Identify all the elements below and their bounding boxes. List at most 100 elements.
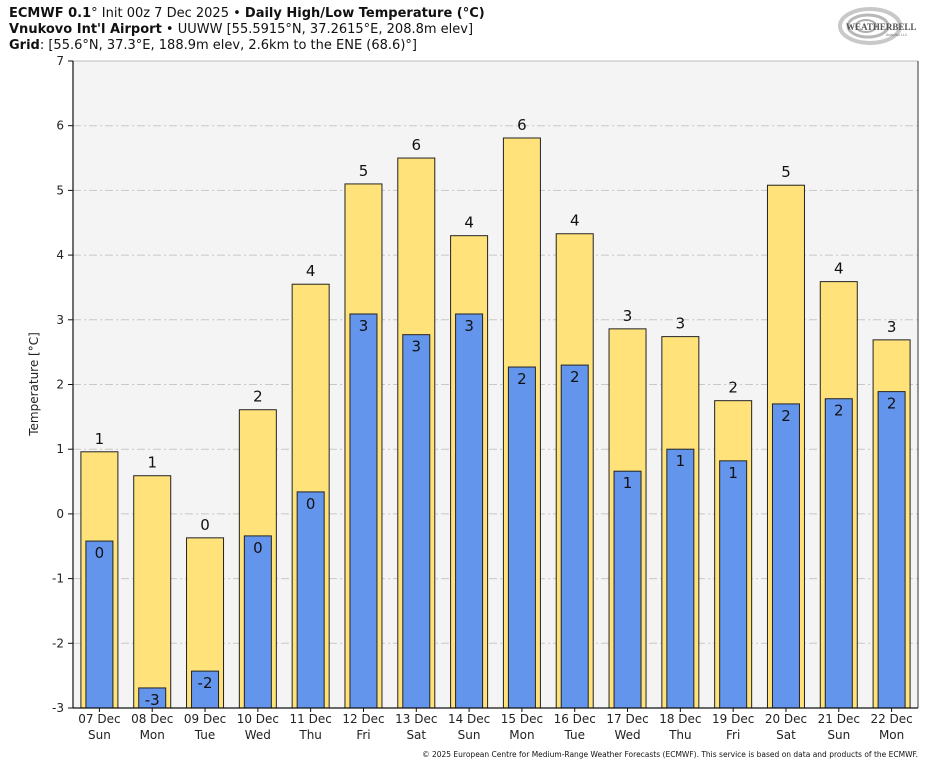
low-temp-label: 2: [781, 407, 791, 425]
station-coords: • UUWW [55.5915°N, 37.2615°E, 208.8m ele…: [161, 22, 474, 37]
low-temp-label: -3: [145, 691, 160, 709]
low-temp-label: 1: [676, 452, 686, 470]
grid-label: Grid: [9, 38, 40, 53]
grid-coords: : [55.6°N, 37.3°E, 188.9m elev, 2.6km to…: [39, 38, 417, 53]
x-tick-date: 11 Dec: [290, 712, 332, 726]
high-temp-label: 3: [887, 318, 897, 336]
low-temp-label: 3: [359, 317, 369, 335]
x-tick-date: 09 Dec: [184, 712, 226, 726]
high-temp-label: 3: [623, 307, 633, 325]
x-tick-date: 20 Dec: [765, 712, 807, 726]
y-axis-ticks: -3 -2 -1 0 1 2 3 4 5 6 7: [52, 54, 73, 715]
y-tick-label: 7: [56, 54, 64, 68]
x-tick-weekday: Mon: [879, 728, 904, 742]
x-tick-weekday: Sat: [406, 728, 426, 742]
x-tick-date: 10 Dec: [237, 712, 279, 726]
chart-title-line-1: ECMWF 0.1° Init 00z 7 Dec 2025 • Daily H…: [9, 6, 485, 22]
low-temp-bar: [666, 448, 695, 709]
high-temp-label: 4: [464, 214, 474, 232]
x-tick-date: 19 Dec: [712, 712, 754, 726]
y-tick-label: 2: [56, 378, 64, 392]
high-temp-label: 5: [359, 162, 369, 180]
weatherbell-logo: WEATHERBELL Analytics LLC: [838, 7, 916, 45]
high-temp-label: 2: [253, 388, 263, 406]
low-temp-label: 1: [728, 464, 738, 482]
logo-subtext: Analytics LLC: [886, 33, 908, 37]
low-temp-label: 3: [464, 317, 474, 335]
x-tick-weekday: Sat: [776, 728, 796, 742]
low-temp-label: 0: [306, 495, 316, 513]
copyright-footer: © 2025 European Centre for Medium-Range …: [422, 750, 918, 759]
chart-title-line-2: Vnukovo Int'l Airport • UUWW [55.5915°N,…: [9, 22, 473, 38]
y-tick-label: 3: [56, 313, 64, 327]
x-tick-weekday: Fri: [356, 728, 370, 742]
x-tick-weekday: Fri: [726, 728, 740, 742]
x-tick-date: 22 Dec: [870, 712, 912, 726]
low-temp-bar: [824, 398, 853, 709]
y-tick-label: -1: [52, 572, 64, 586]
low-temp-bar: [877, 391, 906, 709]
x-tick-date: 15 Dec: [501, 712, 543, 726]
low-temp-bar: [296, 491, 325, 709]
high-temp-label: 3: [676, 315, 686, 333]
model-name: ECMWF 0.1: [9, 6, 92, 21]
y-tick-label: 0: [56, 507, 64, 521]
high-temp-bar: [133, 475, 172, 709]
product-title: Daily High/Low Temperature (°C): [244, 6, 485, 21]
x-tick-date: 13 Dec: [395, 712, 437, 726]
x-tick-weekday: Sun: [458, 728, 481, 742]
high-temp-label: 1: [95, 430, 105, 448]
low-temp-bar: [85, 540, 114, 709]
low-temp-label: 0: [253, 539, 263, 557]
low-temp-bar: [402, 334, 431, 709]
high-temp-label: 2: [728, 379, 738, 397]
low-temp-label: -2: [198, 674, 213, 692]
high-temp-label: 0: [200, 516, 210, 534]
x-tick-weekday: Tue: [194, 728, 216, 742]
x-tick-weekday: Tue: [563, 728, 585, 742]
x-tick-weekday: Mon: [140, 728, 165, 742]
low-temp-bar: [771, 403, 800, 709]
low-temp-bar: [613, 470, 642, 709]
y-axis-label: Temperature [°C]: [27, 332, 41, 437]
bar-labels: 1 0 1 -3 0 -2 2 0 4 0 5 3 6 3 4 3 6 2 4 2 3 1 3 1 2 1 5 2 4 2 3 2: [95, 116, 897, 709]
low-temp-bar: [507, 366, 536, 709]
low-temp-bar: [191, 670, 220, 709]
low-temp-label: 2: [834, 402, 844, 420]
degree-symbol: °: [91, 6, 98, 21]
y-tick-label: -2: [52, 636, 64, 650]
high-temp-label: 6: [412, 136, 422, 154]
x-tick-weekday: Wed: [614, 728, 640, 742]
chart-title-line-3: Grid: [55.6°N, 37.3°E, 188.9m elev, 2.6k…: [9, 38, 417, 54]
high-temp-label: 5: [781, 163, 791, 181]
high-temp-label: 1: [147, 454, 157, 472]
y-tick-label: 6: [56, 119, 64, 133]
x-tick-weekday: Wed: [245, 728, 271, 742]
low-temp-label: 0: [95, 544, 105, 562]
low-temp-label: 2: [570, 368, 580, 386]
x-tick-date: 16 Dec: [554, 712, 596, 726]
x-tick-weekday: Mon: [509, 728, 534, 742]
low-temp-label: 2: [517, 370, 527, 388]
low-temp-bar: [455, 313, 484, 709]
x-tick-date: 21 Dec: [818, 712, 860, 726]
bars: [80, 137, 911, 709]
high-temp-label: 4: [570, 212, 580, 230]
high-temp-label: 6: [517, 116, 527, 134]
low-temp-label: 2: [887, 395, 897, 413]
low-temp-bar: [719, 460, 748, 709]
x-tick-date: 18 Dec: [659, 712, 701, 726]
swirl-logo-icon: [838, 7, 902, 45]
x-tick-date: 12 Dec: [342, 712, 384, 726]
x-tick-date: 17 Dec: [606, 712, 648, 726]
low-temp-label: 3: [412, 338, 422, 356]
init-time: Init 00z 7 Dec 2025 •: [97, 6, 245, 21]
y-tick-label: -3: [52, 701, 64, 715]
y-tick-label: 1: [56, 442, 64, 456]
low-temp-bar: [560, 364, 589, 709]
low-temp-bar: [243, 535, 272, 709]
high-temp-label: 4: [834, 260, 844, 278]
x-tick-weekday: Thu: [298, 728, 322, 742]
high-temp-label: 4: [306, 262, 316, 280]
